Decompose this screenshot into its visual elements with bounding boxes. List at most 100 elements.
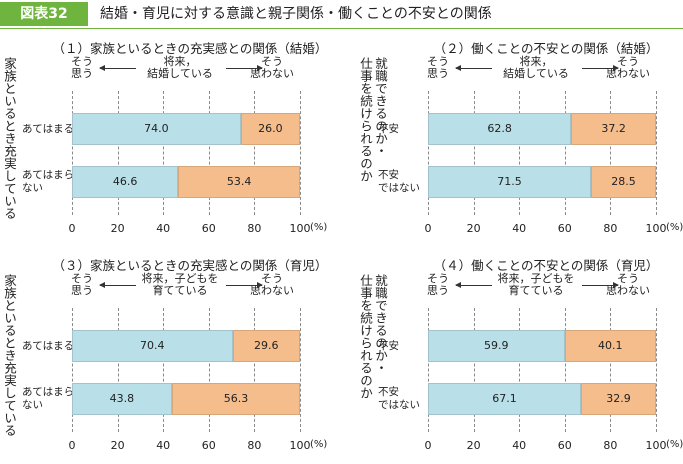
- legend-left: そう 思う: [71, 55, 93, 80]
- arrow-left: [100, 285, 136, 286]
- value-label: 71.5: [497, 175, 522, 188]
- side-label: 家族といるとき充実している: [2, 274, 17, 437]
- category-label: 不安 ではない: [378, 386, 420, 411]
- x-tick-label: 0: [68, 222, 76, 235]
- arrow-left: [456, 285, 492, 286]
- x-tick-label: 100: [289, 439, 311, 452]
- legend-center: 将来，子どもを 育てている: [141, 272, 219, 297]
- grid-line: [656, 308, 657, 432]
- legend-center: 将来， 結婚している: [147, 55, 213, 80]
- x-tick-label: 80: [247, 222, 262, 235]
- grid-line: [428, 308, 429, 432]
- bar-segment: [178, 166, 300, 198]
- bar-segment: [240, 113, 300, 145]
- bar-segment: [580, 383, 656, 415]
- legend-left: そう 思う: [427, 272, 449, 297]
- grid-line: [473, 308, 475, 432]
- category-label: 不安: [378, 339, 399, 352]
- grid-line: [564, 91, 566, 215]
- bar-segment: [72, 113, 241, 145]
- grid-line: [519, 308, 521, 432]
- x-tick-label: 0: [424, 439, 432, 452]
- x-tick-label: 80: [603, 222, 618, 235]
- x-tick-label: 80: [603, 439, 618, 452]
- category-label: あてはまる: [22, 339, 75, 352]
- bar-segment: [428, 113, 572, 145]
- category-label: 不安: [378, 122, 399, 135]
- grid-line: [254, 308, 256, 432]
- grid-line: [208, 308, 210, 432]
- x-tick-label: 20: [110, 222, 125, 235]
- grid-line: [72, 91, 73, 215]
- value-label: 32.9: [606, 392, 631, 405]
- panel-title: （１）家族といるときの充実感との関係（結婚）: [52, 41, 328, 56]
- grid-line: [428, 91, 429, 215]
- grid-line: [473, 91, 475, 215]
- arrow-right: [226, 285, 262, 286]
- value-label: 29.6: [253, 339, 279, 352]
- x-tick-label: 60: [201, 439, 216, 452]
- bar-segment: [428, 166, 592, 198]
- grid-line: [163, 308, 165, 432]
- grid-line: [300, 91, 301, 215]
- arrow-right: [582, 68, 618, 69]
- value-label: 43.8: [109, 392, 135, 405]
- x-tick-label: 100: [645, 439, 667, 452]
- panel-title: （４）働くことの不安との関係（育児）: [433, 258, 659, 273]
- value-label: 37.2: [601, 122, 626, 135]
- bar-segment: [571, 113, 656, 145]
- grid-line: [610, 308, 612, 432]
- value-label: 26.0: [258, 122, 283, 135]
- side-label: 就職できるのか・ 仕事を続けられるのか: [358, 274, 388, 399]
- arrowhead-left: [455, 282, 461, 288]
- x-tick-label: 40: [512, 222, 527, 235]
- arrow-left: [100, 68, 136, 69]
- arrowhead-right: [257, 65, 263, 71]
- arrowhead-right: [613, 282, 619, 288]
- x-tick-label: 0: [424, 222, 432, 235]
- figure-title: 結婚・育児に対する意識と親子関係・働くことの不安との関係: [100, 6, 492, 22]
- arrow-right: [226, 68, 262, 69]
- x-tick-label: 100: [645, 222, 667, 235]
- category-label: あてはまら ない: [22, 169, 75, 194]
- x-tick-label: 0: [68, 439, 76, 452]
- arrowhead-right: [613, 65, 619, 71]
- grid-line: [300, 308, 301, 432]
- grid-line: [117, 308, 119, 432]
- figure-label: 図表32: [0, 2, 88, 26]
- bar-segment: [171, 383, 301, 415]
- value-label: 46.6: [112, 175, 138, 188]
- header-rule: [0, 28, 683, 29]
- bar-segment: [591, 166, 656, 198]
- grid-line: [564, 308, 566, 432]
- grid-line: [72, 308, 73, 432]
- grid-line: [656, 91, 657, 215]
- x-tick-label: 60: [557, 222, 572, 235]
- x-tick-label: 20: [466, 439, 481, 452]
- x-tick-label: 100: [289, 222, 311, 235]
- bar-segment: [564, 330, 656, 362]
- bar-segment: [428, 330, 565, 362]
- legend-left: そう 思う: [71, 272, 93, 297]
- legend-left: そう 思う: [427, 55, 449, 80]
- bar-segment: [72, 330, 233, 362]
- x-tick-label: 60: [557, 439, 572, 452]
- x-tick-label: 20: [110, 439, 125, 452]
- value-label: 53.4: [226, 175, 252, 188]
- side-label: 家族といるとき充実している: [2, 57, 17, 220]
- value-label: 67.1: [492, 392, 517, 405]
- category-label: あてはまる: [22, 122, 75, 135]
- grid-line: [610, 91, 612, 215]
- value-label: 70.4: [140, 339, 165, 352]
- grid-line: [519, 91, 521, 215]
- bar-segment: [72, 166, 179, 198]
- x-tick-label: 20: [466, 222, 481, 235]
- x-unit: (%): [666, 439, 683, 450]
- x-tick-label: 40: [156, 439, 171, 452]
- grid-line: [254, 91, 256, 215]
- panel-title: （３）家族といるときの充実感との関係（育児）: [52, 258, 328, 273]
- arrowhead-left: [455, 65, 461, 71]
- x-unit: (%): [310, 222, 328, 233]
- arrow-right: [582, 285, 618, 286]
